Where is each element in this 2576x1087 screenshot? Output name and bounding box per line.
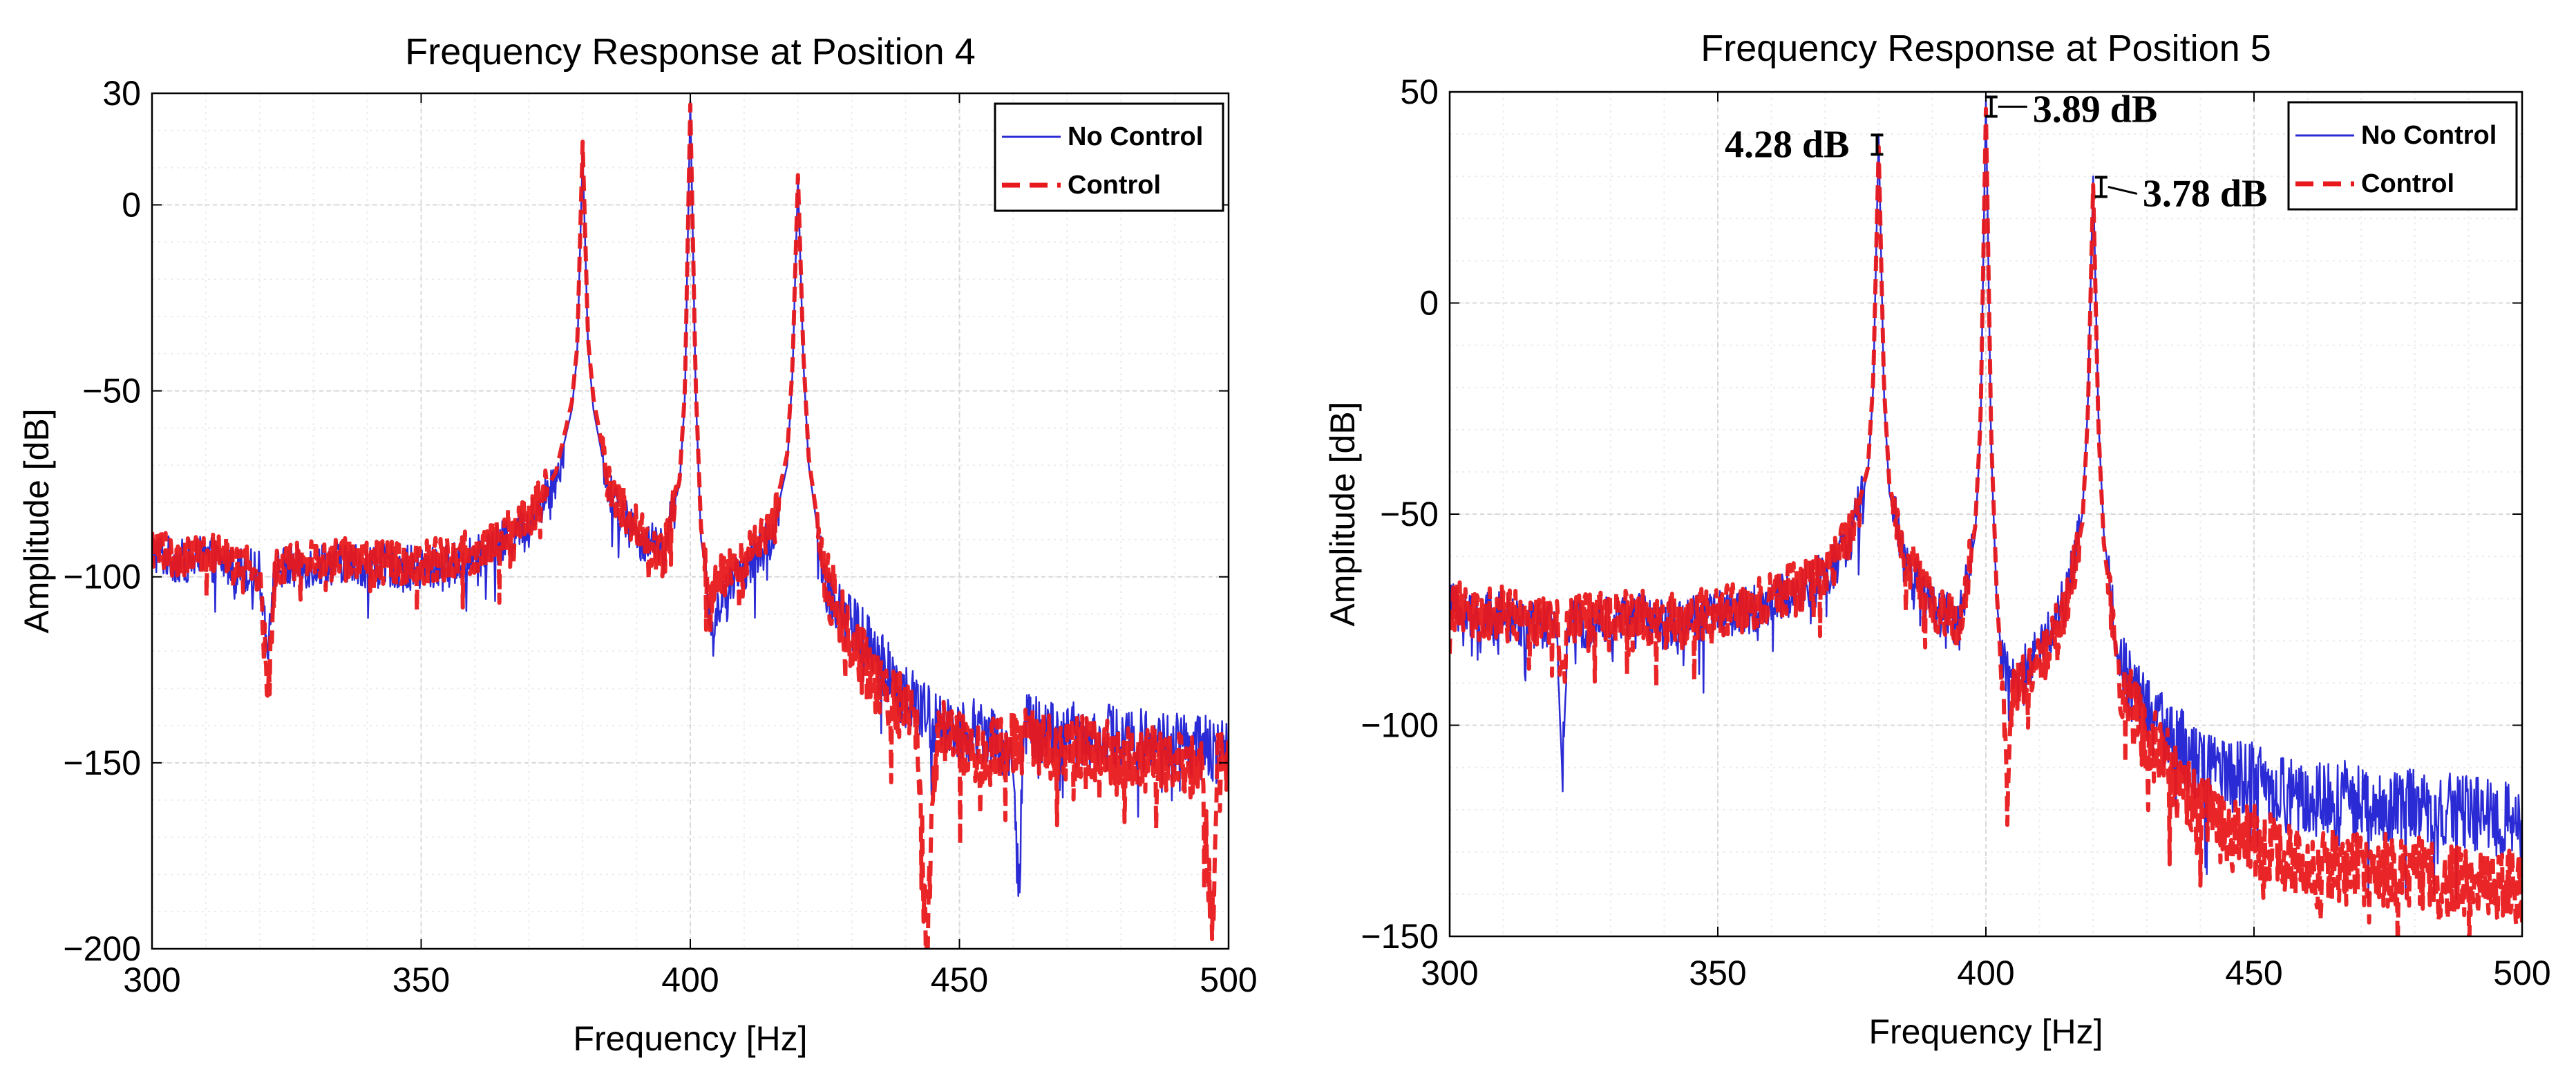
- y-tick-label: −200: [63, 929, 141, 968]
- y-tick-label: −100: [1361, 706, 1439, 745]
- legend: No Control Control: [994, 102, 1224, 212]
- y-tick-label: 50: [1400, 73, 1439, 111]
- y-axis-label: Amplitude [dB]: [1323, 401, 1362, 626]
- x-axis-label: Frequency [Hz]: [573, 1019, 807, 1058]
- chart-position-5: 300 350 400 450 500 −150 −100 −50 0 50 Frequency R…: [1323, 28, 2551, 1051]
- legend-label-control: Control: [2361, 169, 2454, 198]
- x-tick-label: 500: [2493, 954, 2550, 992]
- series-line-control: [1450, 106, 2522, 936]
- chart-title: Frequency Response at Position 4: [405, 31, 975, 73]
- x-tick-label: 450: [2225, 954, 2282, 992]
- y-tick-label: −100: [63, 558, 141, 596]
- x-axis-label: Frequency [Hz]: [1868, 1012, 2103, 1051]
- chart-position-4: 300 350 400 450 500 −200 −150 −100 −50 0 30 Frequen…: [17, 31, 1258, 1058]
- legend-label-control: Control: [1068, 171, 1161, 200]
- x-tick-label: 350: [1689, 954, 1746, 992]
- y-tick-label: −50: [1380, 495, 1439, 533]
- y-tick-label: −150: [1361, 917, 1439, 956]
- annotation: 3.78 dB: [2094, 172, 2268, 215]
- legend-box: [994, 102, 1224, 212]
- x-tick-label: 450: [931, 961, 988, 999]
- y-tick-label: −50: [82, 372, 141, 410]
- y-tick-label: 30: [102, 74, 141, 113]
- y-axis-label: Amplitude [dB]: [17, 408, 56, 633]
- y-tick-label: −150: [63, 744, 141, 782]
- legend-label-no-control: No Control: [1068, 122, 1203, 151]
- legend-box: [2287, 101, 2518, 211]
- y-tick-label: 0: [122, 185, 141, 224]
- x-tick-label: 400: [661, 961, 719, 999]
- annotation: 3.89 dB: [1985, 88, 2158, 131]
- x-tick-label: 500: [1200, 961, 1257, 999]
- annotation: 4.28 dB: [1725, 123, 1884, 166]
- x-tick-label: 400: [1957, 954, 2014, 992]
- legend: No Control Control: [2287, 101, 2518, 211]
- annotation-label: 4.28 dB: [1725, 123, 1850, 166]
- x-tick-label: 300: [1421, 954, 1478, 992]
- legend-label-no-control: No Control: [2361, 121, 2497, 150]
- annotation-label: 3.78 dB: [2143, 172, 2268, 215]
- series-line-control: [152, 102, 1229, 949]
- annotation-label: 3.89 dB: [2033, 88, 2158, 131]
- annotation-leader: [2108, 186, 2138, 195]
- y-tick-label: 0: [1419, 284, 1439, 323]
- chart-title: Frequency Response at Position 5: [1701, 28, 2271, 69]
- x-tick-label: 300: [123, 961, 180, 999]
- x-tick-label: 350: [392, 961, 450, 999]
